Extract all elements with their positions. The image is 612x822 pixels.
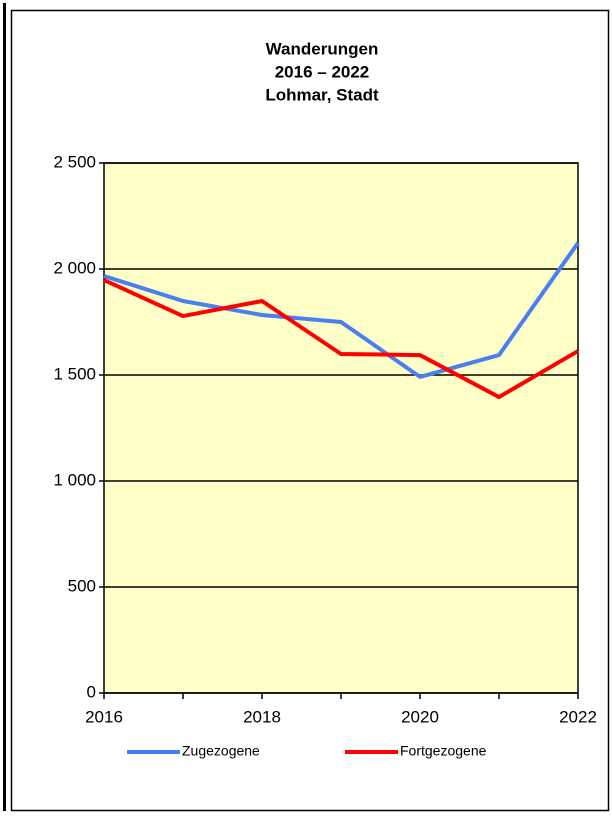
- series-line: [103, 278, 580, 400]
- frame: [10, 9, 610, 812]
- legend-label: Zugezogene: [182, 743, 260, 759]
- x-tick-label: 2022: [559, 707, 597, 726]
- chart-title: Wanderungen: [266, 39, 379, 58]
- chart-title: 2016 – 2022: [275, 62, 370, 81]
- x-tick-label: 2020: [401, 707, 439, 726]
- plot-border: [103, 162, 579, 694]
- y-tick-label: 0: [87, 682, 96, 701]
- y-tick-label: 2 500: [53, 152, 96, 171]
- y-tick-label: 2 000: [53, 258, 96, 277]
- series-line: [103, 241, 580, 379]
- chart-title: Lohmar, Stadt: [265, 85, 379, 104]
- frame-left: [3, 3, 6, 811]
- y-tick-label: 1 000: [53, 470, 96, 489]
- legend-label: Fortgezogene: [400, 743, 487, 759]
- y-tick-label: 500: [68, 576, 96, 595]
- y-tick-label: 1 500: [53, 364, 96, 383]
- x-tick-label: 2018: [243, 707, 281, 726]
- plot-area: [104, 163, 578, 693]
- x-tick-label: 2016: [85, 707, 123, 726]
